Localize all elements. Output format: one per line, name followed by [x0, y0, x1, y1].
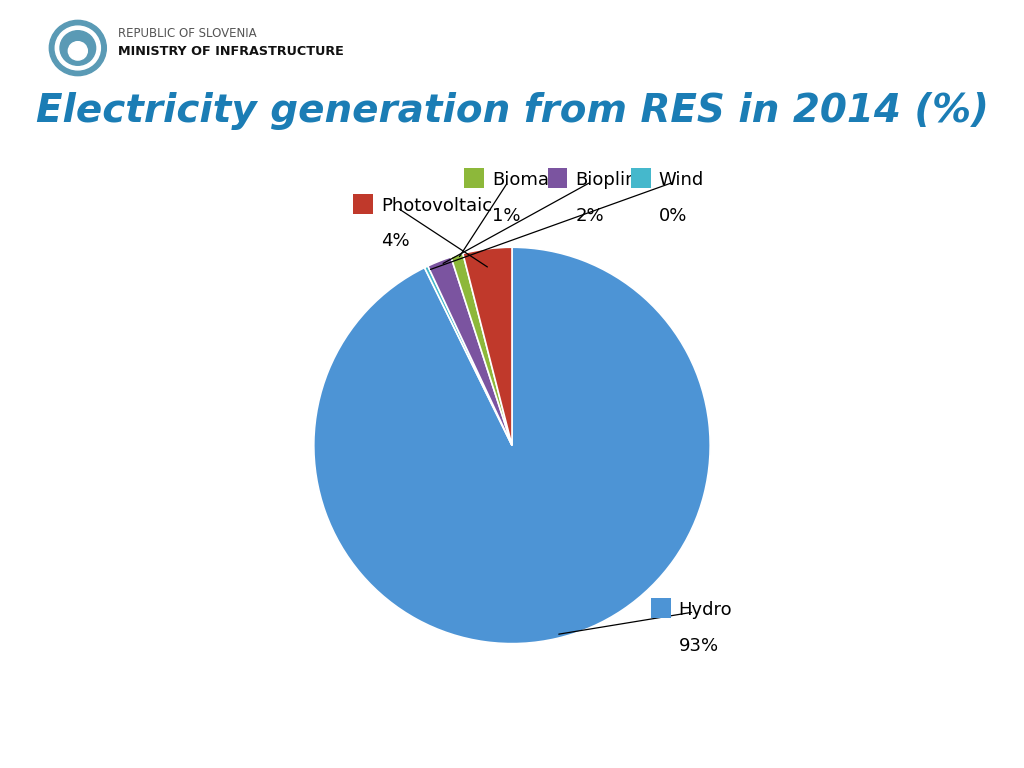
Text: 2%: 2% — [575, 207, 604, 224]
Text: Photovoltaic: Photovoltaic — [381, 197, 493, 214]
Circle shape — [60, 31, 95, 65]
Wedge shape — [425, 266, 512, 445]
Circle shape — [55, 26, 100, 70]
Wedge shape — [428, 257, 512, 445]
Text: 93%: 93% — [679, 637, 719, 654]
FancyBboxPatch shape — [650, 598, 671, 618]
FancyBboxPatch shape — [548, 168, 567, 188]
Text: Wind: Wind — [658, 170, 703, 189]
FancyBboxPatch shape — [465, 168, 484, 188]
Circle shape — [69, 41, 87, 60]
Wedge shape — [313, 247, 711, 644]
Text: REPUBLIC OF SLOVENIA: REPUBLIC OF SLOVENIA — [118, 27, 256, 40]
Circle shape — [49, 20, 106, 75]
Text: 0%: 0% — [658, 207, 687, 224]
Text: Electricity generation from RES in 2014 (%): Electricity generation from RES in 2014 … — [36, 92, 988, 131]
Text: MINISTRY OF INFRASTRUCTURE: MINISTRY OF INFRASTRUCTURE — [118, 45, 343, 58]
FancyBboxPatch shape — [353, 194, 374, 214]
Text: 4%: 4% — [381, 232, 410, 250]
FancyBboxPatch shape — [631, 168, 650, 188]
Text: Biomass: Biomass — [493, 170, 568, 189]
Text: Bioplini: Bioplini — [575, 170, 642, 189]
Wedge shape — [451, 253, 512, 445]
Text: 1%: 1% — [493, 207, 520, 224]
Text: Hydro: Hydro — [679, 601, 732, 619]
Wedge shape — [463, 247, 512, 445]
